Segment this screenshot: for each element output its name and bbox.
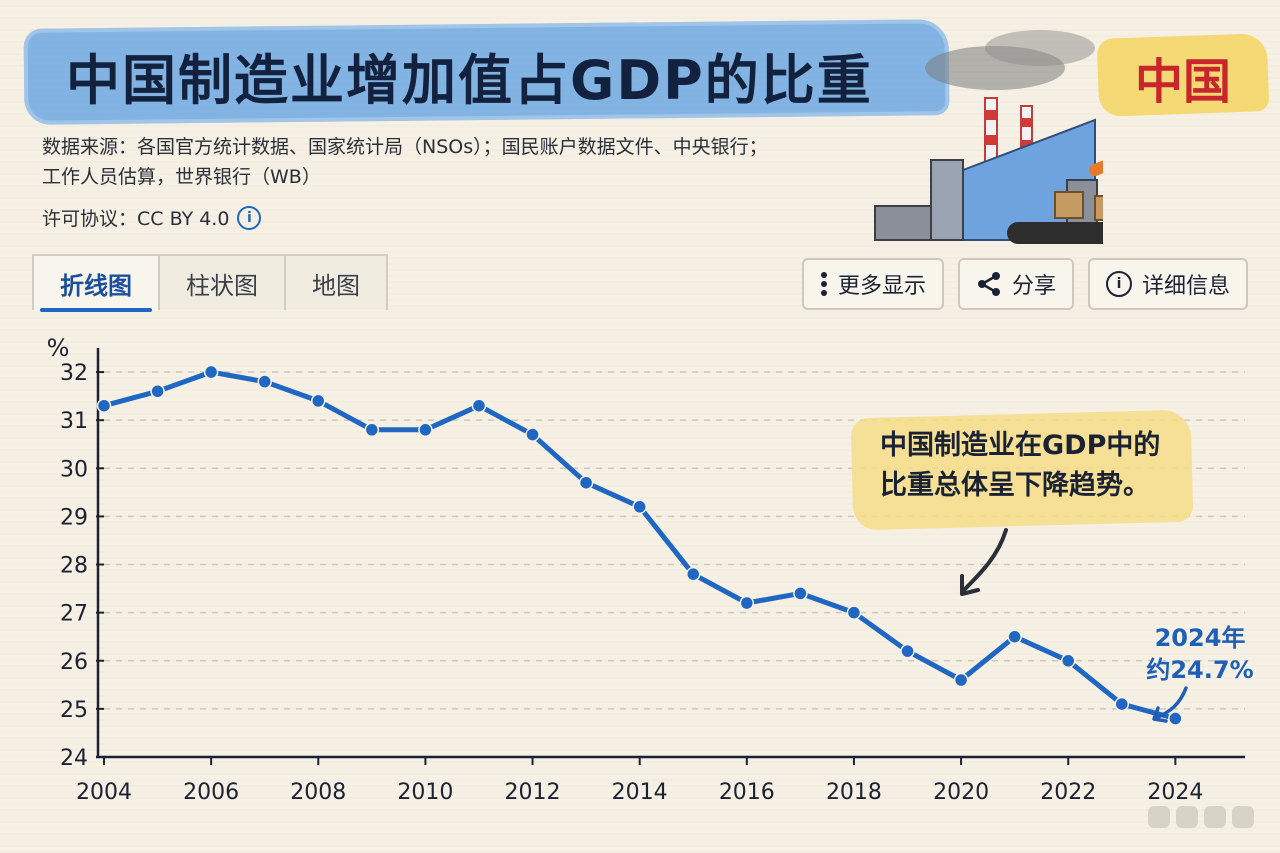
data-point	[96, 398, 112, 413]
box	[1054, 191, 1084, 219]
data-point	[846, 605, 862, 620]
action-bar: 更多显示 分享 i 详细信息	[801, 258, 1248, 310]
data-point	[364, 422, 380, 438]
share-button[interactable]: 分享	[957, 258, 1074, 310]
info-icon: i	[1105, 271, 1132, 297]
y-tick-label: 27	[60, 602, 88, 627]
details-button[interactable]: i 详细信息	[1087, 258, 1248, 310]
end-label-value: 约24.7%	[1146, 656, 1254, 684]
data-point	[203, 364, 219, 380]
license-info-icon[interactable]: i	[237, 205, 262, 230]
chimney-stripe	[1021, 140, 1032, 149]
y-tick-label: 31	[60, 409, 88, 434]
factory-illustration	[874, 30, 1103, 244]
data-point	[953, 672, 969, 688]
watermark	[1148, 806, 1260, 832]
country-name: 中国	[1134, 54, 1231, 110]
tab-line-chart[interactable]: 折线图	[32, 254, 160, 312]
more-label: 更多显示	[837, 274, 926, 299]
y-tick-label: 30	[60, 457, 88, 482]
chimney-stripe	[985, 135, 997, 145]
data-point	[1168, 711, 1183, 726]
x-tick-label: 2004	[76, 780, 132, 805]
watermark-block	[1176, 806, 1198, 828]
y-tick-label: 32	[60, 361, 88, 386]
smoke-cloud-2	[985, 30, 1095, 66]
data-point	[311, 393, 326, 409]
data-point	[150, 384, 165, 399]
side-building	[930, 159, 964, 241]
share-icon	[977, 272, 1000, 296]
trend-annotation: 中国制造业在GDP中的 比重总体呈下降趋势。	[850, 409, 1194, 531]
annotation-line-2: 比重总体呈下降趋势。	[880, 470, 1150, 501]
low-building	[874, 205, 932, 241]
details-label: 详细信息	[1141, 274, 1230, 299]
end-arrow-head	[1152, 706, 1168, 723]
curved-arrow-icon	[960, 528, 1008, 594]
conveyor-belt	[1007, 222, 1103, 244]
y-tick-label: 26	[60, 650, 88, 675]
data-source: 数据来源：各国官方统计数据、国家统计局（NSOs）；国民账户数据文件、中央银行；…	[42, 132, 902, 192]
chimney-stripe	[1021, 118, 1032, 127]
chart-axes	[96, 348, 1245, 759]
x-tick-label: 2022	[1040, 780, 1096, 805]
end-arrow-icon	[1154, 686, 1188, 720]
page-title: 中国制造业增加值占GDP的比重	[66, 49, 873, 112]
data-point	[471, 398, 487, 413]
view-tabs: 折线图 柱状图 地图	[32, 254, 388, 312]
share-label: 分享	[1011, 274, 1056, 299]
arrow-head	[960, 574, 980, 596]
y-tick-label: 29	[60, 505, 88, 530]
x-tick-label: 2018	[826, 780, 882, 805]
watermark-block	[1204, 806, 1226, 828]
data-point	[1007, 629, 1022, 644]
x-tick-label: 2008	[290, 780, 346, 805]
tab-map[interactable]: 地图	[284, 254, 388, 310]
x-tick-label: 2016	[719, 780, 775, 805]
y-axis-ticks: 24 25 26 27 28 29 30 31 32	[60, 361, 104, 771]
series-points	[96, 364, 1183, 726]
tab-bar-chart[interactable]: 柱状图	[158, 254, 286, 310]
data-point	[685, 566, 701, 582]
end-label-year: 2024年	[1154, 624, 1246, 652]
watermark-block	[1232, 806, 1254, 828]
y-tick-label: 24	[60, 746, 88, 771]
data-point	[632, 499, 647, 515]
chimney-stripe	[985, 110, 997, 120]
box	[1094, 195, 1103, 221]
data-point	[525, 427, 540, 442]
source-line-1: 数据来源：各国官方统计数据、国家统计局（NSOs）；国民账户数据文件、中央银行；	[42, 136, 768, 158]
x-tick-label: 2014	[612, 780, 668, 805]
data-point	[900, 643, 915, 659]
title-banner: 中国制造业增加值占GDP的比重	[23, 16, 954, 126]
data-point	[257, 374, 272, 389]
y-axis-unit: %	[47, 334, 70, 362]
license-text: 许可协议：CC BY 4.0	[42, 208, 230, 230]
data-point	[418, 422, 433, 438]
data-point	[739, 595, 755, 611]
x-tick-label: 2012	[505, 780, 561, 805]
data-point	[1114, 696, 1130, 712]
y-tick-label: 25	[60, 698, 88, 723]
x-tick-label: 2024	[1147, 780, 1203, 805]
country-badge: 中国	[1096, 33, 1270, 117]
annotation-text: 中国制造业在GDP中的 比重总体呈下降趋势。	[880, 426, 1170, 506]
y-tick-label: 28	[60, 554, 88, 579]
x-axis-ticks: 2004 2006 2008 2010 2012 2014 2016 2018 2020 2022…	[76, 757, 1203, 805]
x-tick-label: 2010	[397, 780, 453, 805]
end-value-label: 2024年 约24.7%	[1140, 622, 1260, 686]
x-tick-label: 2020	[933, 780, 989, 805]
more-vertical-icon	[820, 272, 827, 296]
data-point	[578, 475, 594, 490]
more-button[interactable]: 更多显示	[801, 258, 944, 310]
source-line-2: 工作人员估算，世界银行（WB）	[42, 166, 321, 188]
data-point	[793, 586, 808, 601]
data-point	[1060, 653, 1076, 669]
watermark-block	[1148, 806, 1170, 828]
license-row: 许可协议：CC BY 4.0 i	[42, 204, 262, 231]
annotation-line-1: 中国制造业在GDP中的	[880, 430, 1161, 461]
x-tick-label: 2006	[183, 780, 239, 805]
